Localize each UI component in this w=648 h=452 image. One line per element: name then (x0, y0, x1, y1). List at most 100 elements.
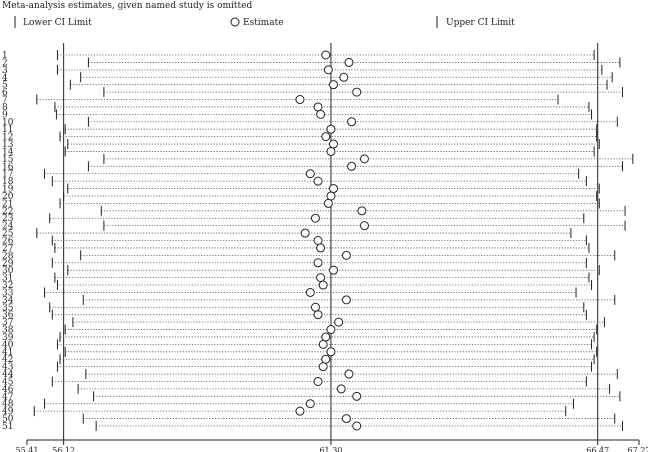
estimate-marker (352, 391, 362, 401)
study-row: 8 (2, 101, 590, 113)
study-label: 38 (2, 326, 14, 336)
study-label: 50 (2, 415, 14, 425)
study-row: 2 (2, 57, 621, 68)
study-label: 34 (2, 296, 14, 306)
study-label: 11 (2, 125, 13, 135)
study-row: 4 (2, 72, 613, 83)
study-label: 21 (2, 199, 13, 209)
study-row: 41 (2, 346, 598, 358)
study-label: 33 (2, 288, 14, 298)
study-row: 26 (2, 235, 587, 247)
study-row: 22 (2, 205, 626, 217)
study-row: 27 (2, 242, 590, 254)
study-label: 51 (2, 422, 13, 432)
estimate-marker (313, 102, 323, 112)
study-row: 25 (2, 228, 572, 239)
estimate-marker (318, 339, 328, 349)
study-label: 14 (2, 147, 14, 157)
estimate-marker (341, 250, 351, 260)
study-label: 10 (2, 118, 14, 128)
study-label: 3 (2, 66, 8, 76)
estimate-marker (318, 280, 328, 290)
study-row: 44 (2, 369, 618, 380)
study-label: 12 (2, 133, 13, 143)
study-row: 43 (2, 361, 593, 373)
study-row: 42 (2, 354, 595, 365)
study-label: 7 (2, 96, 8, 106)
estimate-marker (359, 221, 369, 231)
estimate-marker (323, 65, 333, 75)
estimate-marker (313, 176, 323, 186)
estimate-marker (313, 236, 323, 245)
estimate-marker (310, 213, 320, 223)
estimate-marker (313, 376, 323, 386)
estimate-marker (341, 414, 351, 424)
estimate-marker (344, 369, 354, 379)
reference-lines (63, 43, 599, 440)
study-row: 32 (2, 280, 593, 291)
study-label: 8 (2, 103, 8, 113)
study-row: 6 (2, 87, 623, 98)
estimate-marker (321, 332, 331, 342)
estimate-marker (329, 265, 339, 275)
estimate-marker (305, 287, 315, 297)
study-label: 24 (2, 222, 14, 232)
study-row: 34 (2, 294, 616, 306)
estimate-marker (321, 50, 331, 60)
study-label: 1 (2, 51, 8, 61)
study-row: 47 (2, 391, 621, 402)
study-label: 25 (2, 229, 14, 239)
study-row: 29 (2, 257, 587, 269)
study-row: 16 (2, 161, 623, 172)
study-label: 18 (2, 177, 14, 187)
study-label: 15 (2, 155, 14, 165)
study-label: 22 (2, 207, 13, 217)
study-row: 46 (2, 383, 611, 395)
study-label: 28 (2, 251, 14, 261)
x-tick-label: 66.47 (586, 446, 609, 452)
study-row: 51 (2, 421, 623, 432)
study-row: 13 (2, 139, 600, 150)
estimate-marker (329, 80, 339, 90)
study-label: 19 (2, 185, 14, 195)
estimate-marker (329, 184, 339, 194)
study-label: 2 (2, 58, 8, 68)
estimate-marker (313, 310, 323, 320)
study-rows: 1234567891011121314151617181920212223242… (2, 50, 634, 432)
estimate-marker (300, 228, 310, 238)
legend-lower-label: Lower CI Limit (23, 18, 92, 28)
study-row: 31 (2, 272, 590, 284)
estimate-marker (341, 295, 351, 305)
study-label: 42 (2, 355, 13, 365)
legend-estimate-marker (230, 17, 240, 27)
study-row: 11 (2, 124, 598, 135)
study-label: 32 (2, 281, 13, 291)
study-row: 39 (2, 331, 595, 343)
study-row: 24 (2, 220, 626, 232)
study-label: 36 (2, 311, 14, 321)
study-label: 35 (2, 303, 14, 313)
estimate-marker (359, 154, 369, 164)
estimate-marker (336, 384, 346, 394)
estimate-marker (326, 325, 336, 335)
study-label: 4 (2, 73, 8, 83)
estimate-marker (347, 161, 357, 171)
estimate-marker (321, 132, 331, 142)
x-tick-label: 56.12 (52, 446, 75, 452)
study-row: 18 (2, 176, 587, 187)
estimate-marker (326, 124, 336, 134)
chart-title: Meta-analysis estimates, given named stu… (2, 1, 252, 11)
study-label: 6 (2, 88, 8, 98)
study-label: 20 (2, 192, 14, 202)
study-label: 44 (2, 370, 14, 380)
estimate-marker (352, 87, 362, 97)
estimate-marker (316, 243, 326, 253)
study-row: 23 (2, 213, 585, 224)
study-label: 45 (2, 377, 14, 387)
study-label: 49 (2, 407, 14, 417)
study-row: 45 (2, 376, 587, 387)
estimate-marker (326, 191, 336, 201)
study-row: 14 (2, 146, 595, 157)
study-row: 35 (2, 302, 585, 313)
study-row: 12 (2, 131, 598, 143)
